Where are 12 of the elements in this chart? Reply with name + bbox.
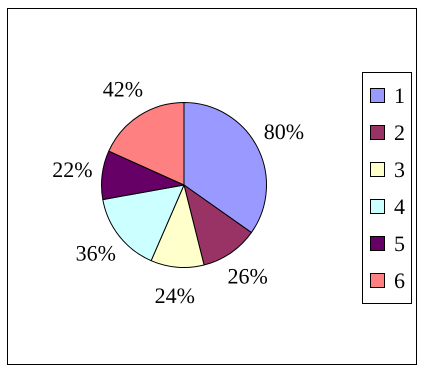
data-label: 22%: [52, 156, 93, 182]
legend-label: 3: [394, 156, 405, 184]
legend-label: 6: [394, 267, 405, 295]
data-label: 24%: [154, 282, 195, 308]
data-label: 36%: [76, 240, 116, 266]
data-label: 80%: [264, 119, 304, 144]
legend-label: 4: [394, 193, 405, 221]
legend-label: 1: [394, 82, 405, 110]
legend-label: 2: [394, 119, 405, 147]
data-label: 26%: [227, 264, 268, 289]
legend-label: 5: [394, 230, 405, 258]
data-label: 42%: [102, 76, 144, 102]
